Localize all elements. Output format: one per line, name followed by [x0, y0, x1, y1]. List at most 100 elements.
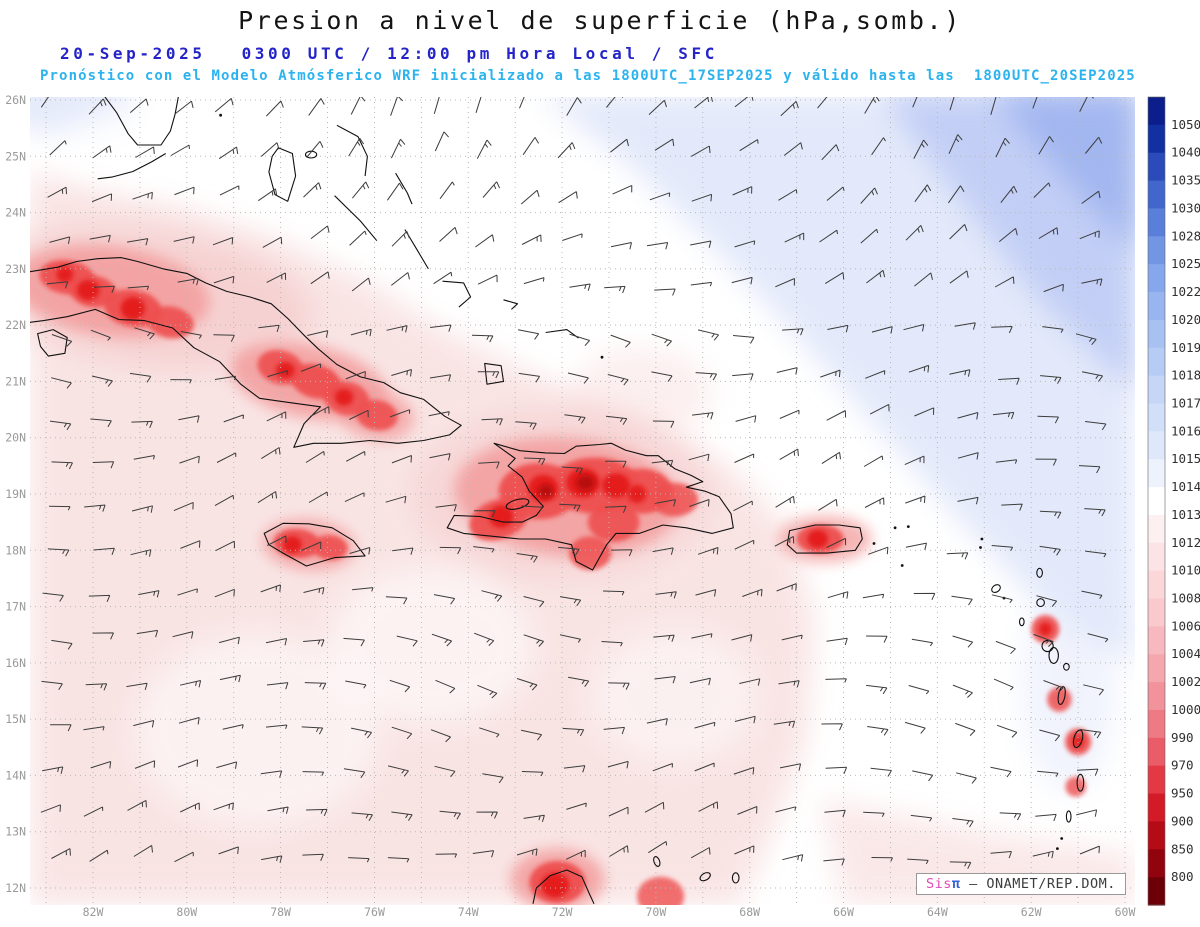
- colorbar-swatch: [1148, 682, 1165, 711]
- credit-badge: Sisπ — ONAMET/REP.DOM.: [916, 873, 1126, 895]
- colorbar-tick-label: 800: [1171, 869, 1194, 884]
- colorbar-tick-label: 1028: [1171, 228, 1200, 243]
- colorbar-tick-label: 1002: [1171, 674, 1200, 689]
- colorbar-tick-label: 1016: [1171, 423, 1200, 438]
- colorbar: [1147, 96, 1166, 906]
- colorbar-tick-label: 1010: [1171, 563, 1200, 578]
- lat-tick-label: 23N: [5, 262, 26, 276]
- colorbar-swatch: [1148, 598, 1165, 627]
- colorbar-tick-label: 1017: [1171, 396, 1200, 411]
- lon-tick-label: 74W: [458, 905, 479, 919]
- colorbar-swatch: [1148, 375, 1165, 405]
- lat-tick-label: 15N: [5, 712, 26, 726]
- colorbar-tick-label: 900: [1171, 813, 1194, 828]
- colorbar-swatch: [1148, 347, 1165, 377]
- colorbar-tick-label: 1030: [1171, 200, 1200, 215]
- colorbar-tick-label: 1019: [1171, 340, 1200, 355]
- lon-tick-label: 62W: [1021, 905, 1042, 919]
- colorbar-tick-label: 1012: [1171, 535, 1200, 550]
- lat-tick-label: 18N: [5, 543, 26, 557]
- lon-tick-label: 68W: [739, 905, 760, 919]
- wind-barbs: [40, 97, 1109, 869]
- lon-tick-label: 64W: [927, 905, 948, 919]
- lat-tick-label: 24N: [5, 206, 26, 220]
- colorbar-swatch: [1148, 765, 1165, 795]
- colorbar-swatch: [1148, 97, 1165, 126]
- colorbar-tick-label: 1040: [1171, 145, 1200, 160]
- colorbar-swatch: [1148, 626, 1165, 655]
- colorbar-tick-label: 1018: [1171, 368, 1200, 383]
- lon-tick-label: 70W: [646, 905, 667, 919]
- colorbar-tick-label: 990: [1171, 730, 1194, 745]
- colorbar-swatch: [1148, 654, 1165, 683]
- colorbar-swatch: [1148, 431, 1165, 460]
- forecast-line: Pronóstico con el Modelo Atmósferico WRF…: [40, 68, 1136, 84]
- lon-tick-label: 80W: [176, 905, 197, 919]
- colorbar-tick-label: 850: [1171, 841, 1194, 856]
- colorbar-swatch: [1148, 236, 1165, 265]
- colorbar-swatch: [1148, 514, 1165, 544]
- colorbar-tick-label: 1035: [1171, 173, 1200, 188]
- colorbar-swatch: [1148, 542, 1165, 572]
- colorbar-swatch: [1148, 737, 1165, 767]
- lat-tick-label: 14N: [5, 768, 26, 782]
- lat-tick-label: 26N: [5, 93, 26, 107]
- colorbar-swatch: [1148, 709, 1165, 739]
- colorbar-swatch: [1148, 877, 1165, 906]
- lat-tick-label: 16N: [5, 656, 26, 670]
- lat-tick-label: 20N: [5, 431, 26, 445]
- colorbar-tick-label: 1006: [1171, 618, 1200, 633]
- colorbar-swatch: [1148, 459, 1165, 488]
- colorbar-swatch: [1148, 292, 1165, 321]
- lat-tick-label: 19N: [5, 487, 26, 501]
- colorbar-labels: 1050 1040 1035 1030 1028 1025 1022 1020 1019 1018…: [1171, 117, 1200, 884]
- lat-tick-label: 12N: [5, 881, 26, 895]
- credit-brand-pi: π: [951, 876, 961, 892]
- lat-tick-label: 21N: [5, 374, 26, 388]
- colorbar-swatch: [1148, 180, 1165, 210]
- colorbar-swatch: [1148, 821, 1165, 850]
- lon-tick-label: 76W: [364, 905, 385, 919]
- lat-tick-label: 25N: [5, 149, 26, 163]
- colorbar-swatch: [1148, 264, 1165, 293]
- coastlines: [30, 97, 1085, 905]
- lat-tick-label: 13N: [5, 825, 26, 839]
- lat-axis-labels: 26N 25N 24N 23N 22N 21N 20N 19N 18N 17N 16N 15N 14N 1…: [5, 93, 26, 895]
- lon-tick-label: 60W: [1115, 905, 1136, 919]
- colorbar-tick-label: 1015: [1171, 451, 1200, 466]
- colorbar-tick-label: 1008: [1171, 591, 1200, 606]
- lat-tick-label: 22N: [5, 318, 26, 332]
- colorbar-swatch: [1148, 849, 1165, 878]
- colorbar-swatch: [1148, 319, 1165, 349]
- colorbar-tick-label: 1013: [1171, 507, 1200, 522]
- colorbar-swatch: [1148, 570, 1165, 600]
- lon-tick-label: 78W: [270, 905, 291, 919]
- credit-brand-sis: Sis: [926, 876, 952, 892]
- colorbar-swatch: [1148, 403, 1165, 432]
- colorbar-swatch: [1148, 793, 1165, 823]
- colorbar-swatch: [1148, 208, 1165, 237]
- lat-tick-label: 17N: [5, 600, 26, 614]
- colorbar-tick-label: 1022: [1171, 284, 1200, 299]
- credit-separator: —: [960, 876, 987, 892]
- lon-tick-label: 66W: [833, 905, 854, 919]
- colorbar-tick-label: 970: [1171, 758, 1194, 773]
- colorbar-swatch: [1148, 487, 1165, 516]
- credit-org: ONAMET/REP.DOM.: [986, 876, 1116, 892]
- colorbar-tick-label: 1025: [1171, 256, 1200, 271]
- valid-date: 20-Sep-2025: [60, 44, 206, 63]
- colorbar-tick-label: 1014: [1171, 479, 1200, 494]
- colorbar-tick-label: 950: [1171, 786, 1194, 801]
- lon-tick-label: 72W: [552, 905, 573, 919]
- colorbar-tick-label: 1000: [1171, 702, 1200, 717]
- colorbar-tick-label: 1020: [1171, 312, 1200, 327]
- colorbar-swatch: [1148, 124, 1165, 154]
- lon-axis-labels: 82W 80W 78W 76W 74W 72W 70W 68W 66W 64W 62W 60W: [83, 905, 1136, 919]
- colorbar-tick-label: 1004: [1171, 646, 1200, 661]
- valid-time: 0300 UTC / 12:00 pm Hora Local / SFC: [241, 44, 718, 63]
- colorbar-tick-label: 1050: [1171, 117, 1200, 132]
- lon-tick-label: 82W: [83, 905, 104, 919]
- colorbar-frame: [1147, 96, 1166, 906]
